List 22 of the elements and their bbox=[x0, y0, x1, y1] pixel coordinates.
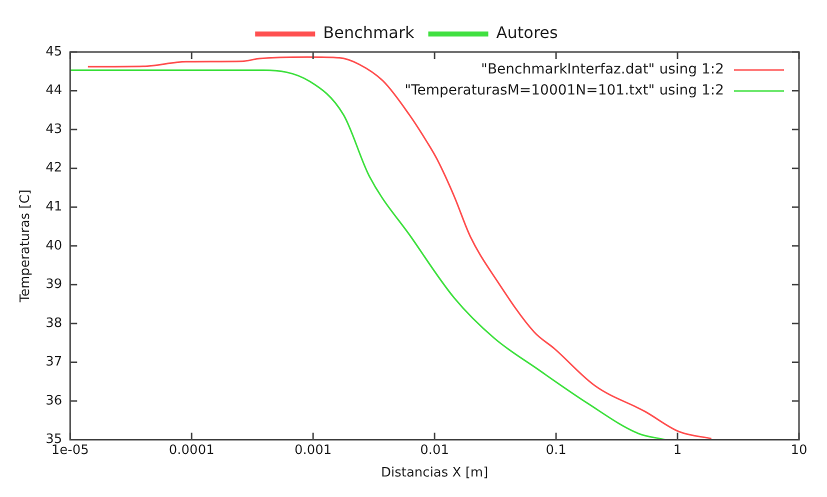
y-tick-label: 41 bbox=[46, 199, 62, 214]
x-axis-title: Distancias X [m] bbox=[380, 466, 488, 481]
x-tick-label: 0.001 bbox=[294, 442, 332, 458]
y-tick-label: 43 bbox=[46, 122, 62, 137]
y-tick-label: 37 bbox=[46, 354, 62, 370]
y-tick-label: 36 bbox=[46, 393, 62, 408]
x-tick-label: 0.0001 bbox=[168, 442, 214, 458]
y-tick-label: 40 bbox=[46, 238, 62, 254]
annotation: "BenchmarkInterfaz.dat" using 1:2 bbox=[481, 62, 724, 78]
x-tick-label: 1 bbox=[673, 442, 682, 458]
y-tick-label: 44 bbox=[46, 83, 62, 98]
legend-label: Benchmark bbox=[323, 23, 416, 42]
annotation: "TemperaturasM=10001N=101.txt" using 1:2 bbox=[404, 82, 724, 99]
y-tick-label: 45 bbox=[46, 44, 62, 60]
y-axis-title: Temperaturas [C] bbox=[18, 190, 34, 304]
x-tick-label: 0.01 bbox=[420, 442, 450, 458]
y-tick-label: 39 bbox=[46, 277, 62, 292]
legend-label: Autores bbox=[496, 23, 558, 42]
x-tick-label: 10 bbox=[790, 442, 808, 458]
x-tick-label: 0.1 bbox=[546, 442, 566, 458]
y-tick-label: 42 bbox=[46, 160, 62, 176]
y-tick-label: 38 bbox=[46, 316, 62, 331]
